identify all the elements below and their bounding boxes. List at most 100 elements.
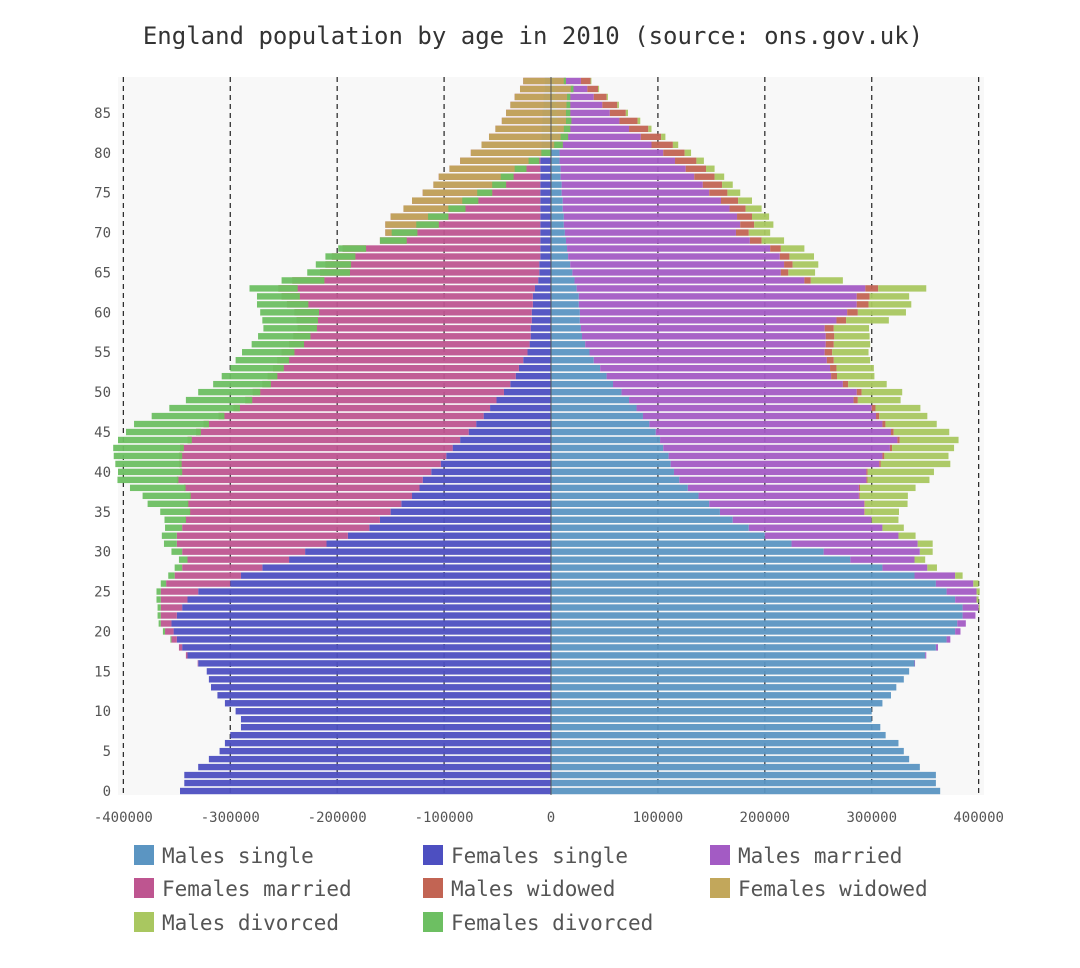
bar-segment: [117, 476, 179, 484]
bar-segment: [729, 205, 746, 212]
bar-segment: [260, 309, 319, 316]
x-tick-label: -100000: [415, 810, 474, 826]
bar-segment: [955, 628, 961, 635]
bars-layer: [113, 77, 980, 795]
bar-segment: [551, 157, 560, 164]
bar-segment: [551, 588, 947, 595]
bar-segment: [347, 532, 551, 539]
bar-segment: [165, 524, 183, 531]
bar-segment: [476, 420, 551, 428]
bar-segment: [438, 173, 514, 180]
bar-segment: [675, 157, 697, 164]
bar-segment: [196, 428, 469, 436]
bar-segment: [720, 197, 739, 204]
bar-segment: [576, 285, 866, 292]
bar-segment: [281, 277, 325, 284]
bar-segment: [446, 452, 551, 460]
bar-segment: [889, 444, 893, 452]
bar-segment: [563, 213, 738, 220]
bar-segment: [871, 404, 876, 412]
bar-segment: [156, 588, 161, 595]
bar-segment: [518, 364, 551, 372]
bar-segment: [672, 141, 679, 149]
bar-segment: [719, 508, 865, 515]
bar-segment: [385, 221, 439, 228]
bar-segment: [551, 205, 563, 212]
bar-segment: [551, 277, 575, 284]
bar-segment: [551, 556, 851, 563]
bar-segment: [515, 372, 551, 380]
bar-segment: [118, 436, 192, 444]
bar-segment: [551, 684, 897, 691]
bar-segment: [864, 508, 865, 515]
y-tick-label: 50: [94, 385, 111, 401]
y-tick-label: 5: [103, 744, 111, 760]
bar-segment: [824, 349, 833, 356]
bar-segment: [178, 452, 447, 460]
bar-segment: [884, 452, 949, 460]
bar-segment: [899, 436, 959, 444]
bar-segment: [551, 380, 614, 388]
bar-segment: [551, 676, 904, 683]
bar-segment: [890, 428, 894, 436]
bar-segment: [551, 420, 650, 428]
bar-segment: [551, 229, 565, 236]
bar-segment: [551, 516, 733, 523]
bar-segment: [709, 500, 865, 508]
bar-segment: [565, 109, 571, 117]
bar-segment: [551, 500, 710, 508]
bar-segment: [208, 676, 552, 683]
bar-segment: [846, 317, 889, 324]
bar-segment: [580, 77, 591, 85]
bar-segment: [551, 372, 607, 380]
bar-segment: [702, 181, 723, 188]
bar-segment: [540, 229, 551, 236]
bar-segment: [412, 492, 551, 500]
bar-segment: [182, 564, 263, 571]
bar-segment: [748, 229, 771, 236]
bar-segment: [738, 197, 752, 204]
bar-segment: [962, 604, 979, 611]
bar-segment: [745, 205, 762, 212]
bar-segment: [496, 396, 551, 404]
bar-segment: [897, 436, 900, 444]
bar-segment: [540, 165, 551, 172]
bar-segment: [325, 261, 540, 268]
bar-segment: [390, 213, 541, 220]
bar-segment: [189, 492, 413, 500]
bar-segment: [833, 325, 870, 332]
y-tick-label: 45: [94, 425, 111, 441]
legend-label: Females divorced: [451, 911, 653, 935]
legend-swatch: [710, 845, 730, 865]
bar-segment: [401, 500, 551, 508]
bar-segment: [866, 468, 868, 476]
bar-segment: [572, 269, 781, 276]
bar-segment: [935, 644, 939, 651]
bar-segment: [235, 708, 552, 715]
legend-swatch: [710, 878, 730, 898]
bar-segment: [629, 396, 854, 404]
bar-segment: [171, 620, 551, 627]
bar-segment: [551, 548, 824, 555]
bar-segment: [853, 396, 858, 404]
bar-segment: [606, 93, 608, 101]
bar-segment: [412, 197, 479, 204]
bar-segment: [578, 301, 857, 308]
bar-segment: [176, 540, 327, 547]
bar-segment: [551, 221, 564, 228]
bar-segment: [832, 349, 869, 356]
y-tick-label: 70: [94, 226, 111, 242]
bar-segment: [187, 500, 402, 508]
bar-segment: [698, 492, 859, 500]
bar-segment: [551, 357, 594, 364]
bar-segment: [709, 189, 728, 196]
bar-segment: [570, 85, 574, 93]
bar-segment: [217, 692, 551, 699]
bar-segment: [235, 357, 290, 364]
bar-segment: [893, 428, 950, 436]
bar-segment: [555, 93, 594, 101]
bar-segment: [917, 540, 933, 547]
bar-segment: [251, 341, 305, 348]
bar-segment: [864, 508, 900, 515]
